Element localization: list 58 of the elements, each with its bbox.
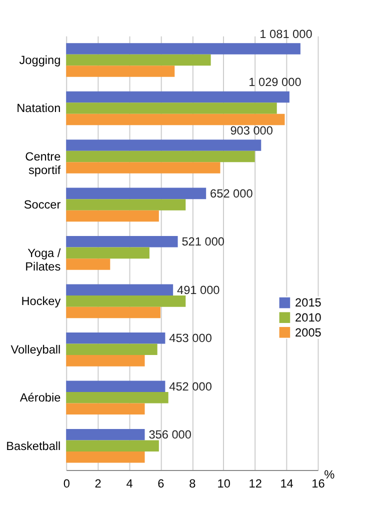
bar: [66, 429, 145, 440]
bar: [66, 43, 300, 54]
x-tick-label: 16: [312, 476, 326, 490]
bar: [66, 54, 211, 66]
y-tick-label: Hockey: [21, 294, 61, 308]
annotation: 453 000: [169, 331, 212, 346]
bar: [66, 355, 145, 366]
legend-label: 2005: [295, 325, 322, 340]
bar: [66, 102, 277, 114]
bar: [66, 236, 178, 248]
bar: [66, 247, 150, 259]
annotation: 1 029 000: [248, 75, 302, 90]
bar: [66, 210, 159, 222]
y-tick-label: Basketball: [6, 438, 61, 453]
y-tick-label: Centre sportif: [25, 149, 62, 178]
annotation: 652 000: [210, 186, 254, 200]
annotation: 1 081 000: [260, 26, 313, 41]
annotation: 903 000: [230, 123, 274, 138]
bar: [66, 403, 145, 415]
y-tick-label: Natation: [16, 101, 61, 116]
x-tick-label: 12: [248, 476, 262, 490]
x-tick-label: 6: [158, 476, 165, 490]
bar: [66, 199, 186, 210]
x-tick-label: 14: [280, 476, 294, 490]
y-tick-label: Yoga / Pilates: [25, 246, 62, 274]
x-axis-title: %: [324, 467, 336, 482]
legend-label: 2015: [295, 296, 322, 310]
y-tick-label: Jogging: [19, 52, 61, 67]
x-tick-label: 10: [217, 476, 231, 490]
annotation: 356 000: [148, 428, 192, 442]
bar: [66, 380, 166, 392]
x-tick-label: 2: [94, 476, 102, 490]
x-tick-label: 8: [189, 476, 196, 490]
bar: [66, 332, 166, 344]
annotation: 521 000: [182, 234, 225, 249]
bar: [66, 140, 262, 151]
annotation: 491 000: [177, 282, 220, 297]
x-tick-label: 0: [63, 476, 70, 490]
bar: [66, 284, 174, 296]
legend-label: 2010: [295, 310, 322, 325]
x-tick-label: 4: [126, 476, 134, 490]
bar: [66, 150, 255, 162]
y-tick-label: Soccer: [24, 198, 61, 212]
bar: [66, 392, 168, 404]
bar: [66, 306, 160, 318]
bar: [66, 344, 158, 356]
annotation: 452 000: [169, 379, 212, 394]
bar: [66, 452, 145, 463]
y-tick-label: Aérobie: [20, 390, 62, 405]
bar: [66, 440, 159, 452]
bar: [66, 162, 220, 174]
bar: [66, 66, 175, 77]
bar: [66, 188, 206, 200]
bar: [66, 258, 110, 270]
bar: [66, 91, 290, 103]
bar: [66, 296, 186, 307]
y-tick-label: Volleyball: [10, 342, 61, 356]
bar: [66, 114, 285, 126]
